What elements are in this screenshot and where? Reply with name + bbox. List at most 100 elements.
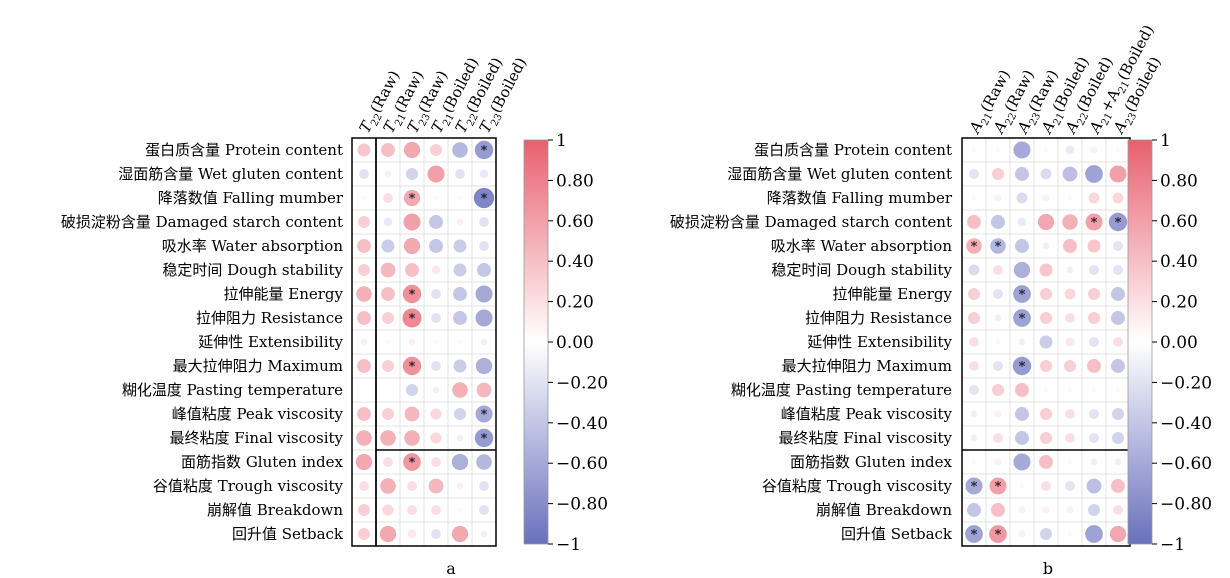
correlation-circle (1018, 530, 1026, 538)
correlation-circle (1039, 431, 1053, 445)
correlation-circle (969, 361, 979, 371)
correlation-circle (403, 213, 421, 231)
significance-star: * (481, 144, 488, 159)
correlation-circle (969, 169, 979, 179)
colorbar-tick-label: −1 (1160, 535, 1185, 555)
row-label: 延伸性 Extensibility (807, 333, 952, 351)
correlation-circle (1039, 335, 1053, 349)
correlation-circle (1013, 285, 1031, 303)
correlation-circle (1089, 433, 1099, 443)
correlation-circle (357, 311, 371, 325)
significance-star: * (481, 432, 488, 447)
row-label: 拉伸阻力 Resistance (196, 309, 343, 327)
correlation-circle (967, 287, 981, 301)
row-label: 降落数值 Falling mumber (158, 189, 344, 207)
significance-star: * (971, 240, 978, 255)
correlation-circle (1111, 407, 1125, 421)
correlation-circle (1115, 387, 1121, 393)
correlation-circle (1013, 261, 1031, 279)
correlation-circle (453, 287, 467, 301)
correlation-circle (431, 505, 441, 515)
row-label: 破损淀粉含量 Damaged starch content (61, 213, 343, 231)
correlation-circle (477, 263, 491, 277)
correlation-circle (456, 218, 464, 226)
correlation-circle (362, 388, 366, 392)
correlation-circle (1067, 459, 1073, 465)
correlation-circle (1112, 192, 1124, 204)
correlation-circle (1111, 431, 1125, 445)
correlation-circle (991, 215, 1005, 229)
correlation-circle (383, 193, 393, 203)
correlation-circle (991, 503, 1005, 517)
correlation-circle (402, 308, 422, 328)
correlation-circle (1013, 141, 1031, 159)
correlation-circle (479, 481, 489, 491)
correlation-circle (1043, 147, 1049, 153)
significance-star: * (409, 288, 416, 303)
colorbar-tick-label: 0.20 (1160, 293, 1198, 313)
correlation-circle (971, 195, 977, 201)
correlation-circle (380, 478, 396, 494)
correlation-circle (1065, 481, 1075, 491)
correlation-circle (407, 481, 417, 491)
correlation-circle (1090, 458, 1098, 466)
correlation-circle (970, 434, 978, 442)
correlation-circle (453, 407, 467, 421)
colorbar (523, 139, 549, 545)
correlation-circle (967, 311, 981, 325)
correlation-circle (1043, 387, 1049, 393)
significance-star: * (1019, 312, 1026, 327)
correlation-circle (994, 410, 1002, 418)
correlation-circle (403, 453, 421, 471)
correlation-circle (1039, 359, 1053, 373)
row-label: 峰值粘度 Peak viscosity (781, 405, 953, 423)
correlation-circle (403, 237, 421, 255)
correlation-circle (456, 482, 464, 490)
correlation-circle (359, 481, 369, 491)
colorbar-tick-label: −0.40 (556, 414, 608, 434)
correlation-circle (1037, 213, 1055, 231)
significance-star: * (971, 528, 978, 543)
correlation-circle (989, 477, 1007, 495)
correlation-circle (457, 339, 463, 345)
row-label: 稳定时间 Dough stability (771, 261, 952, 279)
correlation-circle (433, 339, 439, 345)
correlation-circle (381, 407, 395, 421)
correlation-circle (965, 477, 983, 495)
correlation-circle (380, 262, 396, 278)
correlation-circle (356, 286, 372, 302)
row-label: 最大拉伸阻力 Maximum (782, 357, 952, 375)
row-label: 崩解值 Breakdown (816, 501, 952, 519)
row-label: 谷值粘度 Trough viscosity (762, 477, 953, 495)
correlation-circle (993, 361, 1003, 371)
correlation-circle (1065, 433, 1075, 443)
correlation-circle (1012, 356, 1032, 376)
correlation-circle (479, 217, 489, 227)
colorbar-tick-label: 0.60 (1160, 212, 1198, 232)
significance-star: * (409, 360, 416, 375)
correlation-circle (1017, 217, 1027, 227)
correlation-circle (357, 503, 371, 517)
correlation-circle (1111, 287, 1125, 301)
correlation-circle (989, 525, 1007, 543)
correlation-circle (383, 457, 393, 467)
correlation-circle (357, 359, 371, 373)
correlation-circle (1016, 192, 1028, 204)
correlation-circle (1065, 337, 1075, 347)
correlation-circle (1065, 313, 1075, 323)
correlation-circle (967, 215, 981, 229)
correlation-circle (1087, 287, 1101, 301)
row-label: 蛋白质含量 Protein content (754, 141, 952, 159)
correlation-circle (474, 428, 494, 448)
correlation-circle (357, 263, 371, 277)
correlation-circle (1067, 195, 1073, 201)
correlation-circle (380, 430, 396, 446)
correlation-circle (1067, 387, 1073, 393)
correlation-circle (357, 407, 371, 421)
correlation-circle (451, 525, 469, 543)
correlation-circle (991, 383, 1005, 397)
correlation-circle (381, 143, 395, 157)
correlation-circle (1115, 147, 1121, 153)
row-label: 回升值 Setback (232, 525, 344, 543)
significance-star: * (409, 192, 416, 207)
